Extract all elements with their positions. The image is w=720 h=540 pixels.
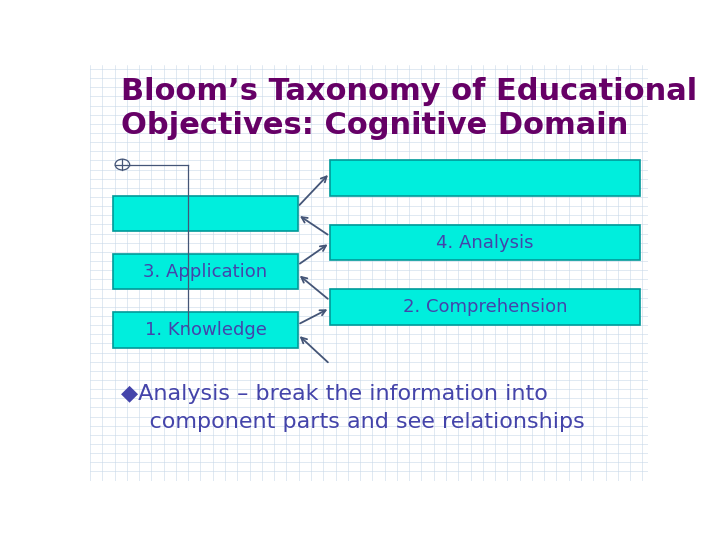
FancyBboxPatch shape (114, 312, 297, 348)
FancyBboxPatch shape (330, 160, 639, 196)
Text: 4. Analysis: 4. Analysis (436, 234, 534, 252)
FancyBboxPatch shape (330, 289, 639, 325)
Text: ◆Analysis – break the information into
    component parts and see relationships: ◆Analysis – break the information into c… (121, 384, 585, 432)
Text: 3. Application: 3. Application (143, 262, 268, 281)
FancyBboxPatch shape (114, 254, 297, 289)
Text: 1. Knowledge: 1. Knowledge (145, 321, 266, 339)
Text: Bloom’s Taxonomy of Educational
Objectives: Cognitive Domain: Bloom’s Taxonomy of Educational Objectiv… (121, 77, 697, 140)
FancyBboxPatch shape (330, 225, 639, 260)
Text: 2. Comprehension: 2. Comprehension (402, 298, 567, 316)
FancyBboxPatch shape (114, 196, 297, 231)
